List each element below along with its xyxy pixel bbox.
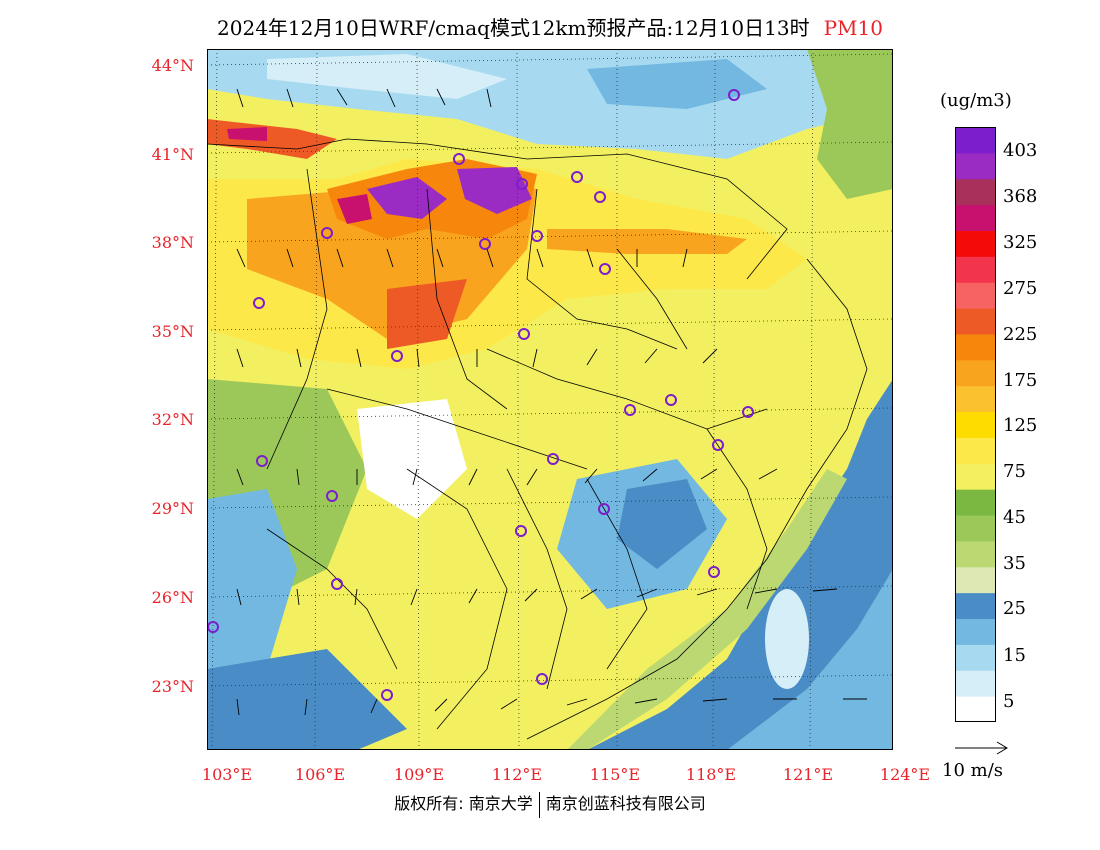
wind-reference-label: 10 m/s [942,760,1003,781]
colorbar-label: 325 [1003,232,1038,253]
colorbar-cell [955,644,996,671]
colorbar-cell [955,256,996,283]
colorbar-label: 175 [1003,370,1038,391]
colorbar-cell [955,540,996,568]
colorbar-cell [955,152,996,180]
colorbar-label: 45 [1003,507,1026,528]
lat-label-32: 32°N [151,410,194,429]
lat-label-26: 26°N [151,588,194,607]
copyright-right: 南京创蓝科技有限公司 [545,794,706,813]
map-title: 2024年12月10日WRF/cmaq模式12km预报产品:12月10日13时 P… [0,12,1100,41]
colorbar-cell [955,592,996,620]
colorbar-label: 225 [1003,324,1038,345]
colorbar-cell [955,411,996,438]
colorbar-label: 5 [1003,691,1015,712]
lat-label-35: 35°N [151,322,194,341]
lon-label-118: 118°E [685,765,737,784]
colorbar-label: 275 [1003,278,1038,299]
colorbar-label: 125 [1003,415,1038,436]
lon-label-106: 106°E [294,765,346,784]
colorbar-cell [955,566,996,594]
lon-label-124: 124°E [879,765,931,784]
colorbar-cell [955,204,996,231]
lon-label-112: 112°E [491,765,543,784]
lat-label-23: 23°N [151,677,194,696]
colorbar-cell [955,515,996,542]
wind-vectors [236,88,867,716]
colorbar-cell [955,127,996,154]
colorbar-cell [955,437,996,464]
colorbar-label: 75 [1003,461,1026,482]
colorbar-cell [955,696,996,722]
lon-label-115: 115°E [589,765,641,784]
pm10-concentration-map[interactable] [207,49,893,750]
colorbar-cell [955,282,996,309]
colorbar-cell [955,308,996,335]
colorbar-cell [955,230,996,257]
lat-label-44: 44°N [151,56,194,75]
colorbar-cell [955,178,996,206]
colorbar-label: 368 [1003,186,1038,207]
lat-label-38: 38°N [151,233,194,252]
colorbar-cell [955,489,996,516]
colorbar-cell [955,333,996,361]
colorbar-label: 25 [1003,598,1026,619]
copyright-left: 版权所有: 南京大学 [394,794,533,813]
colorbar-unit: (ug/m3) [940,90,1012,111]
colorbar-cell [955,463,996,490]
colorbar-cell [955,385,996,413]
colorbar-cell [955,359,996,387]
title-main: 2024年12月10日WRF/cmaq模式12km预报产品:12月10日13时 [217,16,810,40]
colorbar-cell [955,670,996,697]
title-variable: PM10 [823,16,883,40]
lon-label-109: 109°E [393,765,445,784]
copyright-footer: 版权所有: 南京大学 南京创蓝科技有限公司 [0,790,1100,818]
colorbar-label: 403 [1003,140,1038,161]
lat-label-29: 29°N [151,499,194,518]
colorbar-label: 35 [1003,553,1026,574]
lat-label-41: 41°N [151,145,194,164]
copyright-divider [538,791,540,818]
colorbar-cell [955,618,996,645]
lon-label-103: 103°E [201,765,253,784]
wind-reference-arrow [955,741,1008,755]
lon-label-121: 121°E [782,765,834,784]
colorbar-label: 15 [1003,645,1026,666]
colorbar [955,127,996,722]
